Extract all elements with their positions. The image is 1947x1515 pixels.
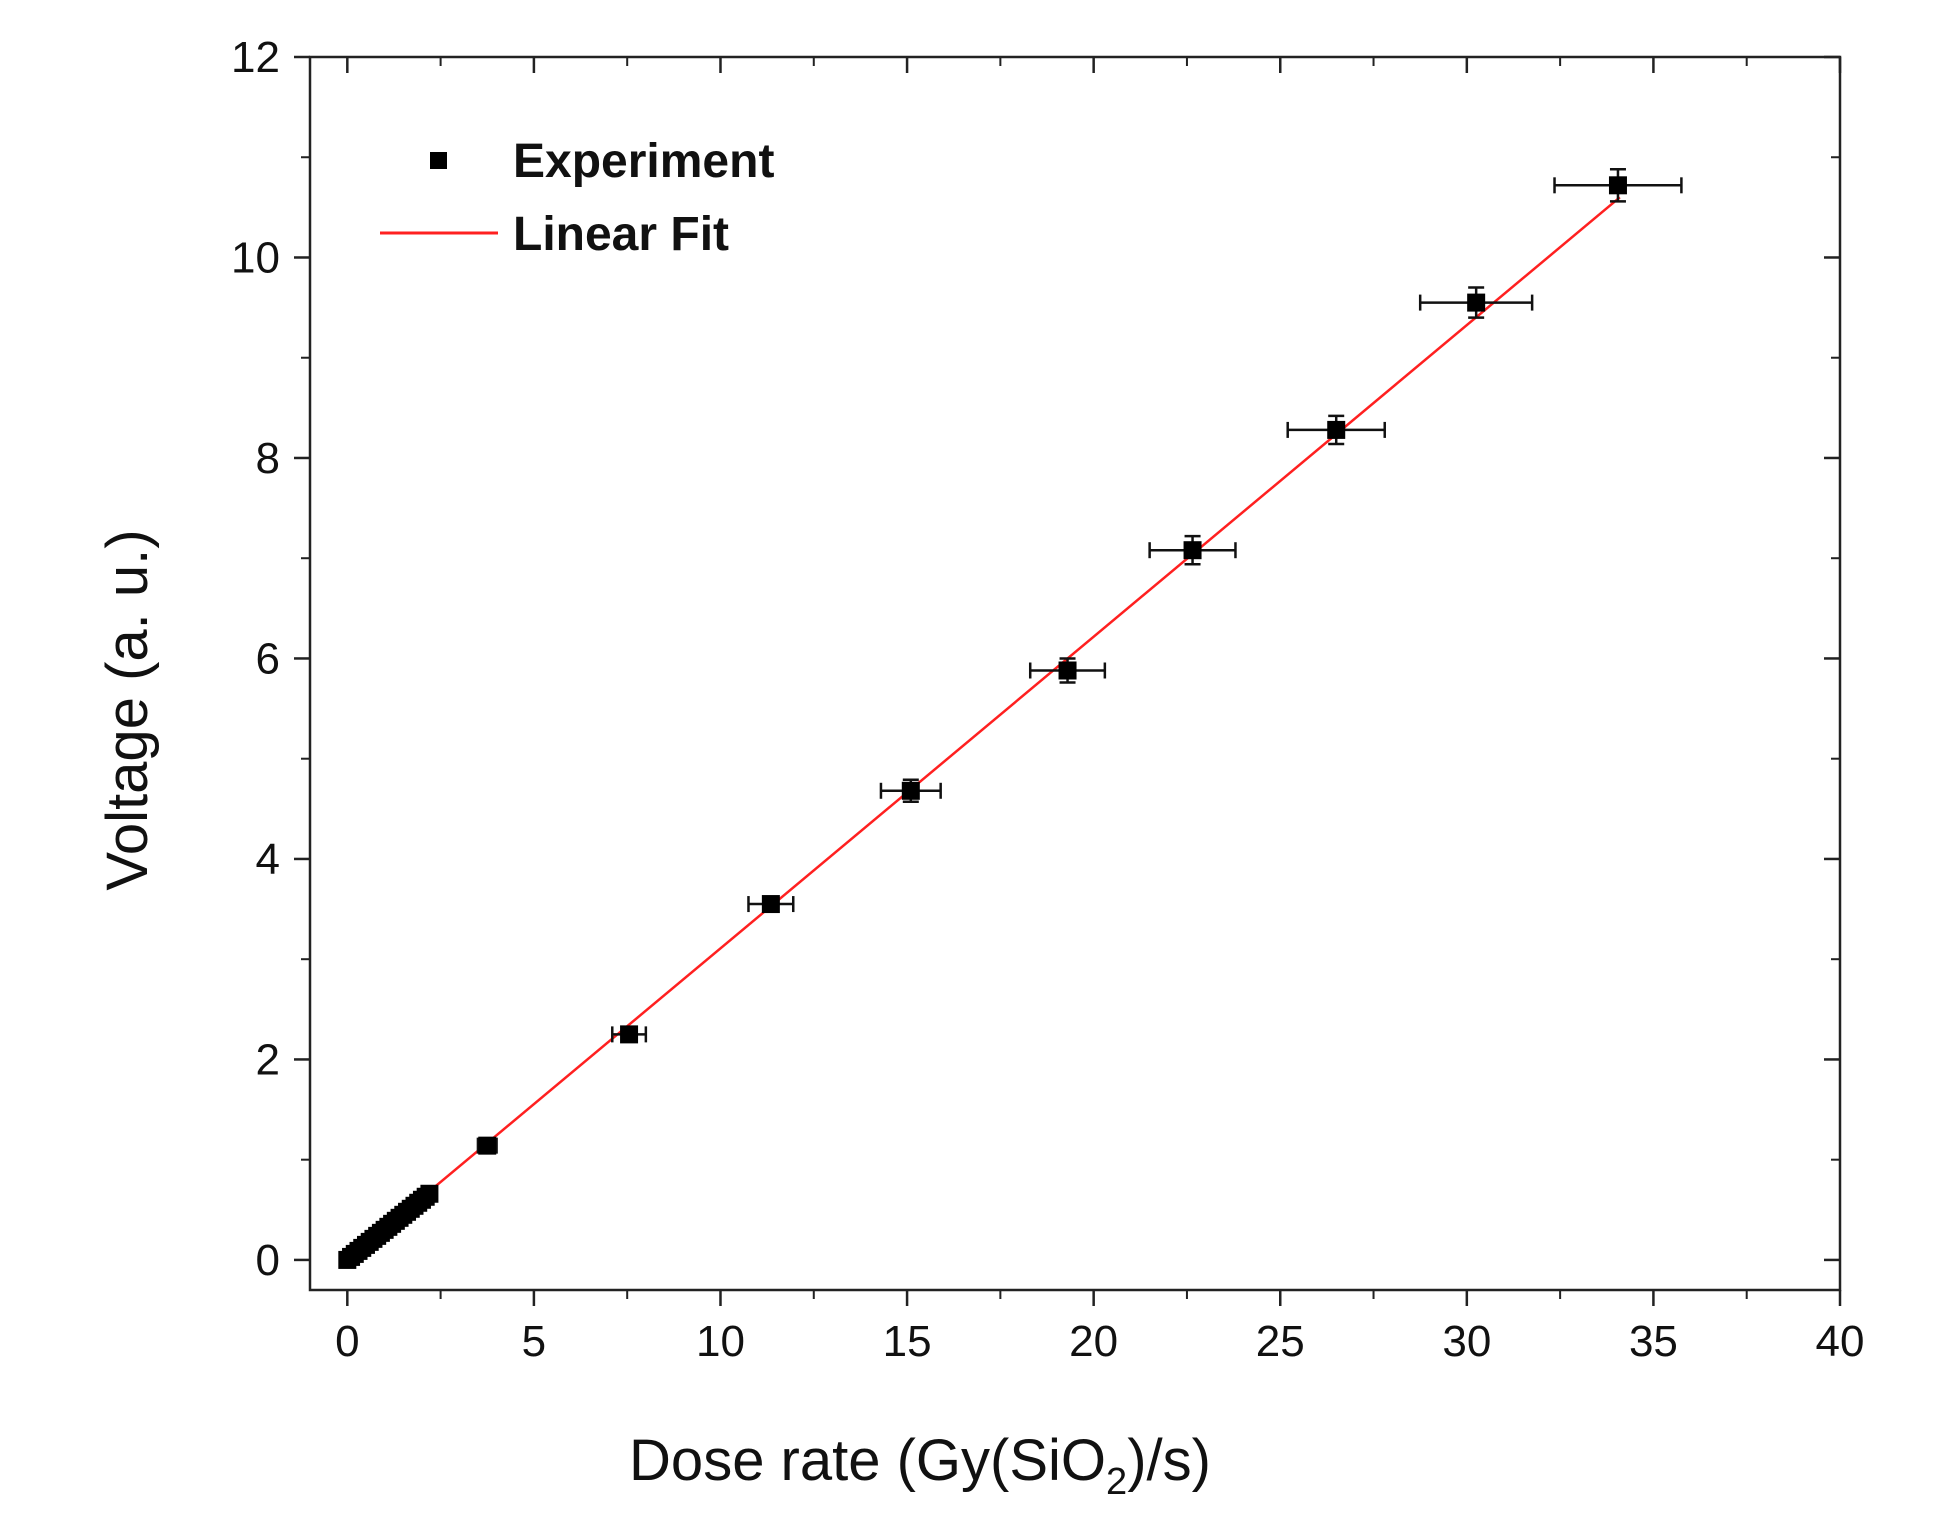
data-point [1608,176,1627,195]
axes [308,55,1842,1292]
y-tick-label: 6 [256,634,280,683]
y-tick-label: 10 [231,233,280,282]
data-point [761,895,780,914]
plot-frame [308,55,1842,1292]
y-axis-title: Voltage (a. u.) [95,529,160,890]
x-tick-label: 40 [1816,1317,1865,1366]
x-tick-label: 35 [1629,1317,1678,1366]
y-tick-label: 2 [256,1035,280,1084]
data-point [1327,420,1346,439]
data-point [1467,293,1486,312]
data-point [1183,541,1202,560]
data-point [620,1025,639,1044]
x-tick-label: 20 [1069,1317,1118,1366]
x-tick-label: 15 [883,1317,932,1366]
data-point [1058,661,1077,680]
legend-label-fit: Linear Fit [513,208,729,261]
y-tick-label: 0 [256,1236,280,1285]
legend: Experiment Linear Fit [380,135,774,261]
x-tick-label: 10 [696,1317,745,1366]
linear-fit-line [346,196,1621,1261]
x-axis-title-main: Dose rate (Gy(SiO [629,1428,1106,1493]
legend-marker-experiment [430,152,447,169]
data-point [420,1184,439,1203]
data-point [478,1136,497,1155]
fit-line-layer [346,196,1621,1261]
x-axis-title-end: )/s) [1127,1428,1211,1493]
y-tick-label: 8 [256,434,280,483]
y-tick-label: 4 [256,835,280,884]
data-point [901,781,920,800]
ticks: 0 5 10 15 20 25 30 35 40 0 2 4 6 8 10 12 [231,33,1864,1366]
x-axis-title: Dose rate (Gy(SiO2)/s) [629,1428,1211,1503]
y-tick-label: 12 [231,33,280,82]
x-axis-title-subscript: 2 [1106,1461,1127,1503]
points-layer [338,168,1683,1269]
x-tick-label: 5 [522,1317,546,1366]
x-tick-label: 30 [1442,1317,1491,1366]
x-tick-label: 25 [1256,1317,1305,1366]
legend-label-experiment: Experiment [513,135,774,188]
x-tick-label: 0 [335,1317,359,1366]
